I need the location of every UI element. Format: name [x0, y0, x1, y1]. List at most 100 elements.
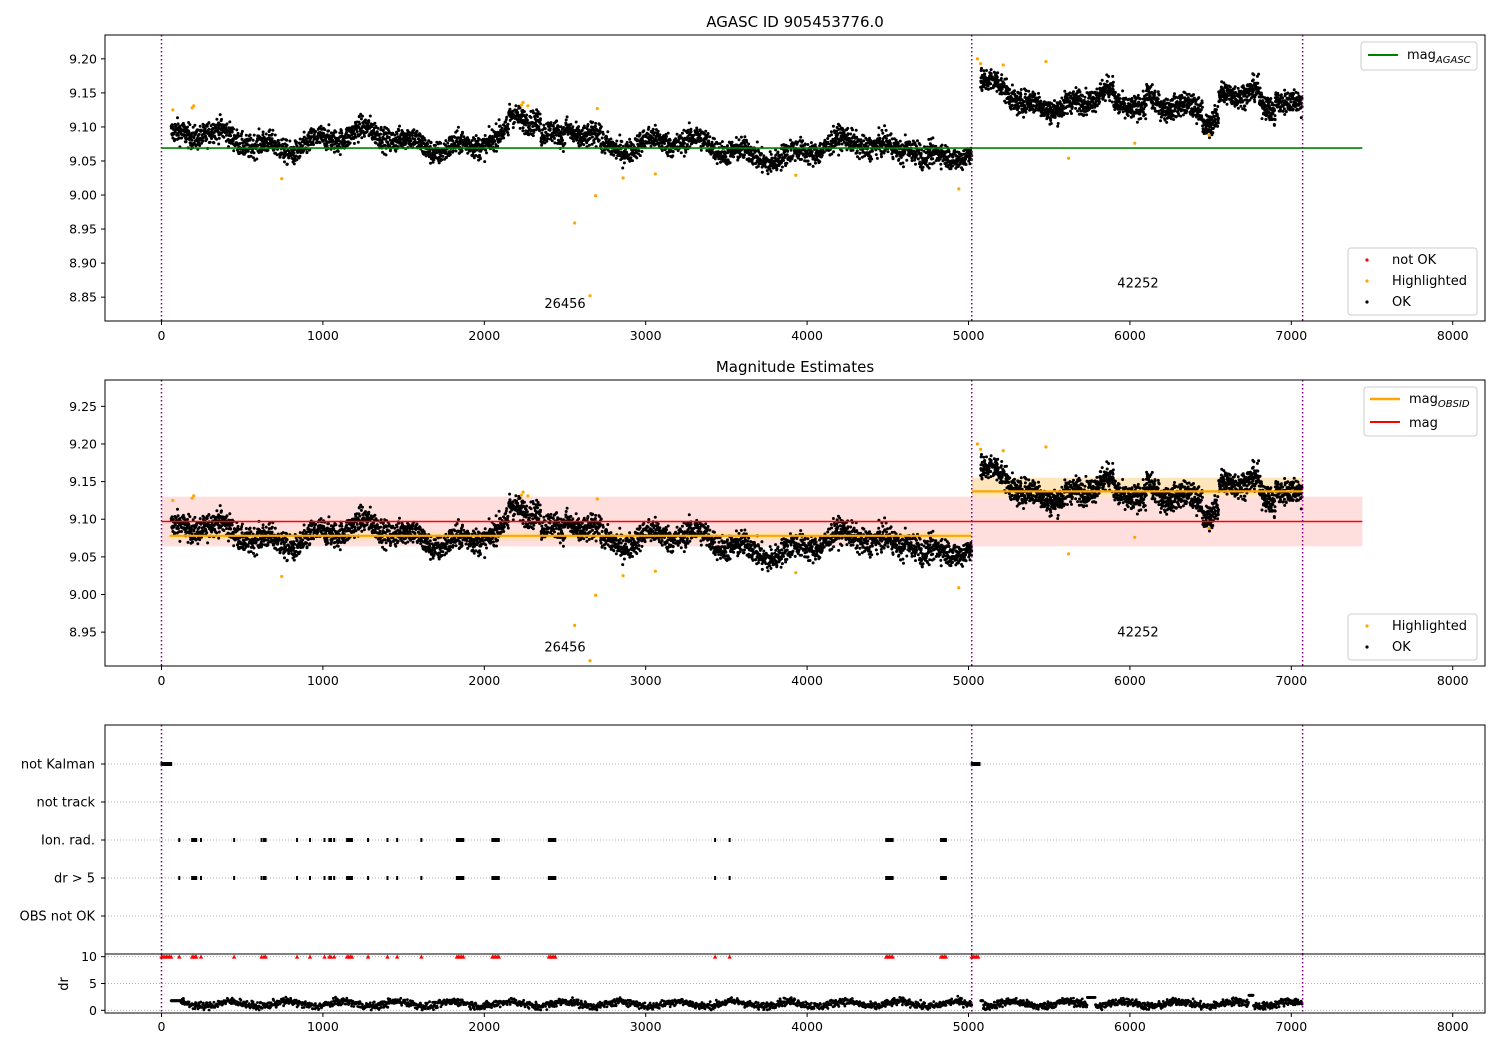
ok-point	[495, 149, 498, 153]
ok-point	[931, 157, 935, 161]
ok-point	[996, 71, 1000, 75]
ok-point	[232, 149, 236, 153]
ok-point	[218, 113, 222, 117]
ok-point	[302, 149, 306, 153]
ok-point	[803, 142, 807, 146]
ok-point	[322, 138, 326, 142]
ok-point	[999, 77, 1003, 80]
ok-point	[440, 158, 444, 162]
ok-point	[762, 154, 766, 158]
ok-point	[199, 129, 203, 132]
ok-point	[766, 172, 770, 176]
ok-point	[665, 134, 668, 138]
ok-point	[1068, 91, 1072, 95]
ok-point	[461, 130, 464, 134]
ok-point	[1009, 107, 1013, 111]
ok-point	[283, 160, 286, 164]
ok-point	[606, 130, 610, 134]
ok-point	[1117, 93, 1121, 97]
ok-point	[176, 116, 179, 120]
ok-point	[788, 138, 792, 142]
ok-point	[561, 150, 565, 153]
ok-point	[620, 140, 624, 143]
ok-point	[562, 126, 566, 129]
ok-point	[1166, 98, 1170, 102]
ok-point	[276, 138, 280, 142]
ok-point	[225, 122, 229, 126]
ok-point	[368, 114, 372, 118]
ok-point	[760, 152, 763, 156]
ok-point	[903, 133, 907, 137]
ok-point	[599, 125, 603, 129]
ok-point	[352, 137, 356, 140]
ok-point	[628, 137, 632, 141]
ok-point	[171, 125, 175, 129]
ok-point	[284, 150, 288, 154]
ok-point	[398, 124, 401, 128]
ok-point	[582, 143, 586, 147]
ok-point	[225, 133, 228, 137]
ok-point	[348, 141, 352, 145]
ok-point	[1192, 93, 1195, 97]
ok-point	[666, 154, 670, 158]
ok-point	[586, 123, 590, 126]
ok-point	[855, 149, 859, 153]
ok-point	[273, 133, 277, 137]
ok-point	[918, 143, 922, 147]
ok-point	[312, 143, 315, 146]
ok-point	[1046, 113, 1050, 116]
ok-point	[719, 160, 722, 164]
ok-point	[379, 125, 383, 129]
ok-point	[840, 149, 844, 153]
ok-point	[325, 144, 329, 148]
ok-point	[361, 129, 365, 133]
ok-point	[307, 143, 311, 147]
ok-point	[591, 120, 595, 124]
ok-point	[448, 153, 452, 156]
ok-point	[921, 165, 925, 169]
ok-point	[1165, 120, 1169, 124]
ok-point	[846, 132, 850, 136]
ok-point	[529, 116, 533, 119]
ok-point	[1179, 114, 1183, 118]
ok-point	[830, 133, 834, 137]
ok-point	[1033, 92, 1037, 96]
ok-point	[656, 129, 660, 133]
ok-point	[708, 135, 712, 139]
ok-point	[1100, 78, 1104, 82]
ok-point	[184, 140, 188, 144]
ok-point	[493, 139, 497, 143]
ok-point	[327, 123, 331, 127]
ok-point	[730, 140, 734, 144]
ok-point	[755, 140, 759, 144]
ok-point	[412, 128, 416, 132]
ok-point	[531, 134, 535, 138]
ok-point	[546, 137, 550, 141]
ok-point	[1200, 101, 1204, 105]
ok-point	[336, 149, 340, 153]
ok-point	[252, 151, 256, 155]
ok-point	[793, 159, 797, 163]
ok-point	[1173, 92, 1176, 96]
ok-point	[477, 137, 481, 141]
ok-point	[441, 154, 445, 158]
ok-point	[776, 150, 780, 154]
ok-point	[229, 134, 233, 138]
ok-point	[862, 134, 866, 138]
ok-point	[295, 140, 298, 144]
ok-point	[302, 135, 306, 139]
ok-point	[337, 142, 341, 146]
ok-point	[1111, 80, 1115, 84]
ok-point	[1130, 96, 1134, 100]
ok-point	[525, 118, 529, 122]
ok-point	[381, 128, 385, 132]
ok-point	[743, 153, 746, 157]
ok-point	[285, 138, 289, 142]
ok-point	[500, 126, 504, 130]
ok-point	[811, 164, 815, 168]
ok-point	[814, 161, 817, 165]
ok-point	[1099, 82, 1103, 86]
ok-point	[506, 122, 510, 126]
ok-point	[779, 168, 783, 172]
ok-point	[365, 130, 369, 134]
